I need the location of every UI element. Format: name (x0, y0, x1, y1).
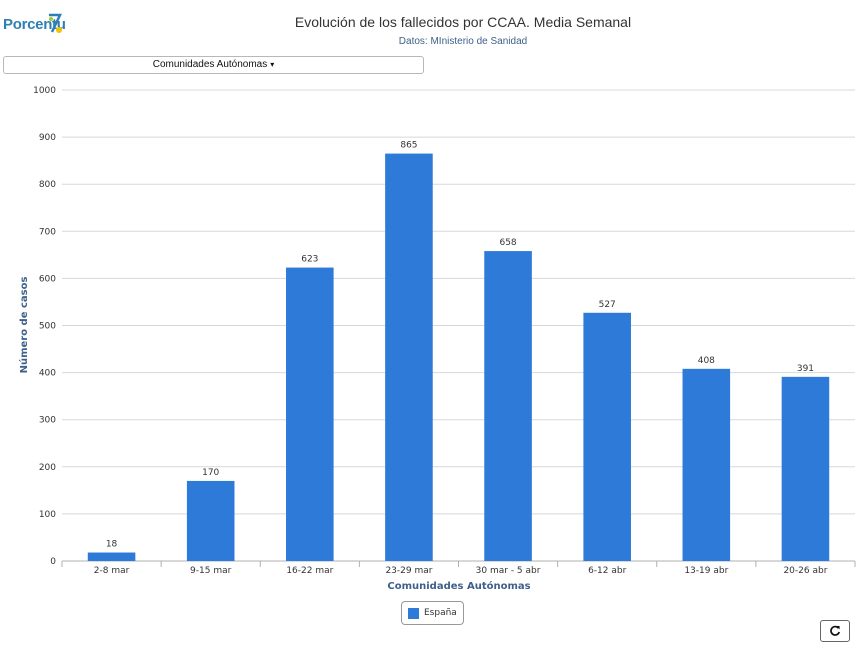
x-axis-title: Comunidades Autónomas (387, 580, 530, 592)
y-tick-label: 700 (39, 227, 56, 237)
y-tick-label: 100 (39, 510, 56, 520)
labels: 0 100 200 300 400 500 600 700 800 900 1000 18 2-8 ma… (33, 86, 828, 576)
bar[interactable] (583, 312, 631, 561)
data-label: 658 (499, 238, 516, 248)
bar[interactable] (781, 376, 830, 561)
chevron-down-icon: ▾ (270, 60, 275, 69)
legend-label: España (424, 608, 457, 618)
logo-mark-icon (49, 13, 62, 33)
data-label: 170 (202, 468, 219, 478)
bar[interactable] (385, 153, 433, 561)
bar[interactable] (186, 480, 235, 561)
legend-item-espana[interactable]: España (401, 601, 464, 625)
bar[interactable] (682, 368, 731, 561)
data-label: 391 (797, 364, 814, 374)
y-tick-label: 600 (39, 274, 56, 284)
y-axis-title: Número de casos (18, 277, 30, 374)
y-tick-label: 200 (39, 463, 56, 473)
y-tick-label: 500 (39, 322, 56, 332)
grid-lines (61, 89, 856, 567)
refresh-button[interactable] (820, 620, 850, 642)
x-tick-label: 23-29 mar (385, 566, 432, 576)
x-tick-label: 30 mar - 5 abr (476, 566, 541, 576)
y-tick-label: 1000 (33, 86, 56, 96)
legend-swatch (408, 607, 419, 619)
x-tick-label: 13-19 abr (684, 566, 728, 576)
chart-title: Evolución de los fallecidos por CCAA. Me… (294, 14, 632, 30)
y-tick-label: 0 (50, 557, 56, 567)
data-label: 865 (400, 141, 417, 151)
x-tick-label: 20-26 abr (783, 566, 827, 576)
chart-subtitle: Datos: MInisterio de Sanidad (398, 36, 528, 47)
bar[interactable] (286, 267, 334, 561)
bar[interactable] (484, 251, 532, 561)
region-dropdown-label: Comunidades Autónomas (152, 59, 268, 70)
y-tick-label: 800 (39, 180, 56, 190)
x-tick-label: 9-15 mar (190, 566, 232, 576)
refresh-icon (830, 625, 841, 636)
data-label: 408 (698, 356, 715, 366)
data-label: 623 (301, 255, 318, 265)
bar-chart: 0 100 200 300 400 500 600 700 800 900 1000 18 2-8 ma… (18, 86, 856, 592)
porcentual-logo: Porcentu (3, 10, 66, 38)
bars (87, 153, 830, 561)
data-label: 527 (599, 300, 616, 310)
y-tick-label: 300 (39, 416, 56, 426)
y-tick-label: 900 (39, 133, 56, 143)
y-tick-label: 400 (39, 369, 56, 379)
x-tick-label: 6-12 abr (588, 566, 627, 576)
region-dropdown[interactable]: Comunidades Autónomas ▾ (3, 56, 424, 74)
x-tick-label: 2-8 mar (94, 566, 130, 576)
x-tick-label: 16-22 mar (286, 566, 333, 576)
data-label: 18 (106, 540, 118, 550)
bar[interactable] (87, 552, 136, 561)
